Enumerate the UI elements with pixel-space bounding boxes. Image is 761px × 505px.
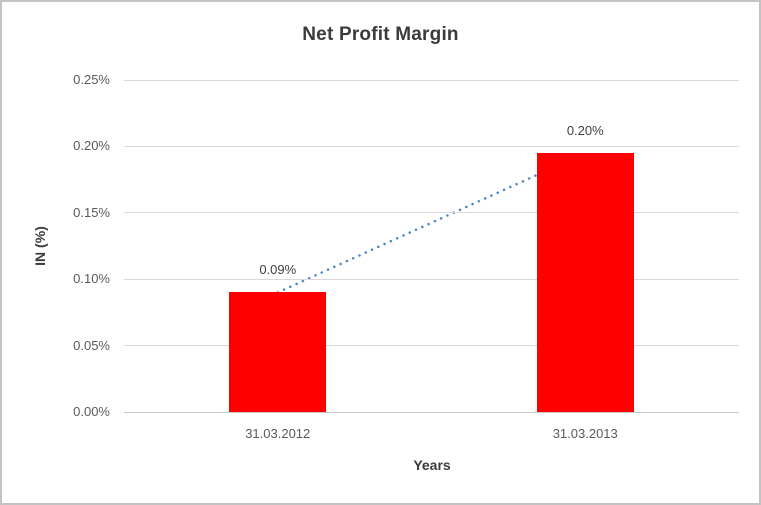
y-tick-label: 0.00%: [73, 404, 110, 419]
gridline: [124, 278, 739, 280]
y-tick-label: 0.05%: [73, 337, 110, 353]
y-tick-label: 0.25%: [73, 72, 110, 87]
gridline: [124, 145, 739, 147]
x-tick-label: 31.03.2012: [245, 426, 311, 441]
plot-area: 0.09% 0.20%: [124, 79, 739, 413]
chart-title: Net Profit Margin: [302, 24, 459, 45]
gridline: [124, 212, 739, 214]
bar-data-label: 0.09%: [259, 262, 297, 278]
chart-bar: [229, 292, 327, 412]
y-axis-title: IN (%): [32, 226, 48, 266]
gridline: [124, 79, 739, 81]
x-axis-title: Years: [413, 457, 451, 473]
x-axis-line: [124, 411, 739, 413]
x-tick-label: 31.03.2013: [552, 426, 618, 441]
y-tick-label: 0.15%: [73, 204, 110, 220]
trendline-layer: [276, 151, 587, 294]
y-tick-label: 0.20%: [73, 138, 110, 154]
gridline: [124, 345, 739, 347]
trendline: [276, 151, 587, 294]
bar-data-label: 0.20%: [566, 123, 604, 139]
y-tick-label: 0.10%: [73, 271, 110, 287]
chart-bar: [536, 153, 634, 412]
